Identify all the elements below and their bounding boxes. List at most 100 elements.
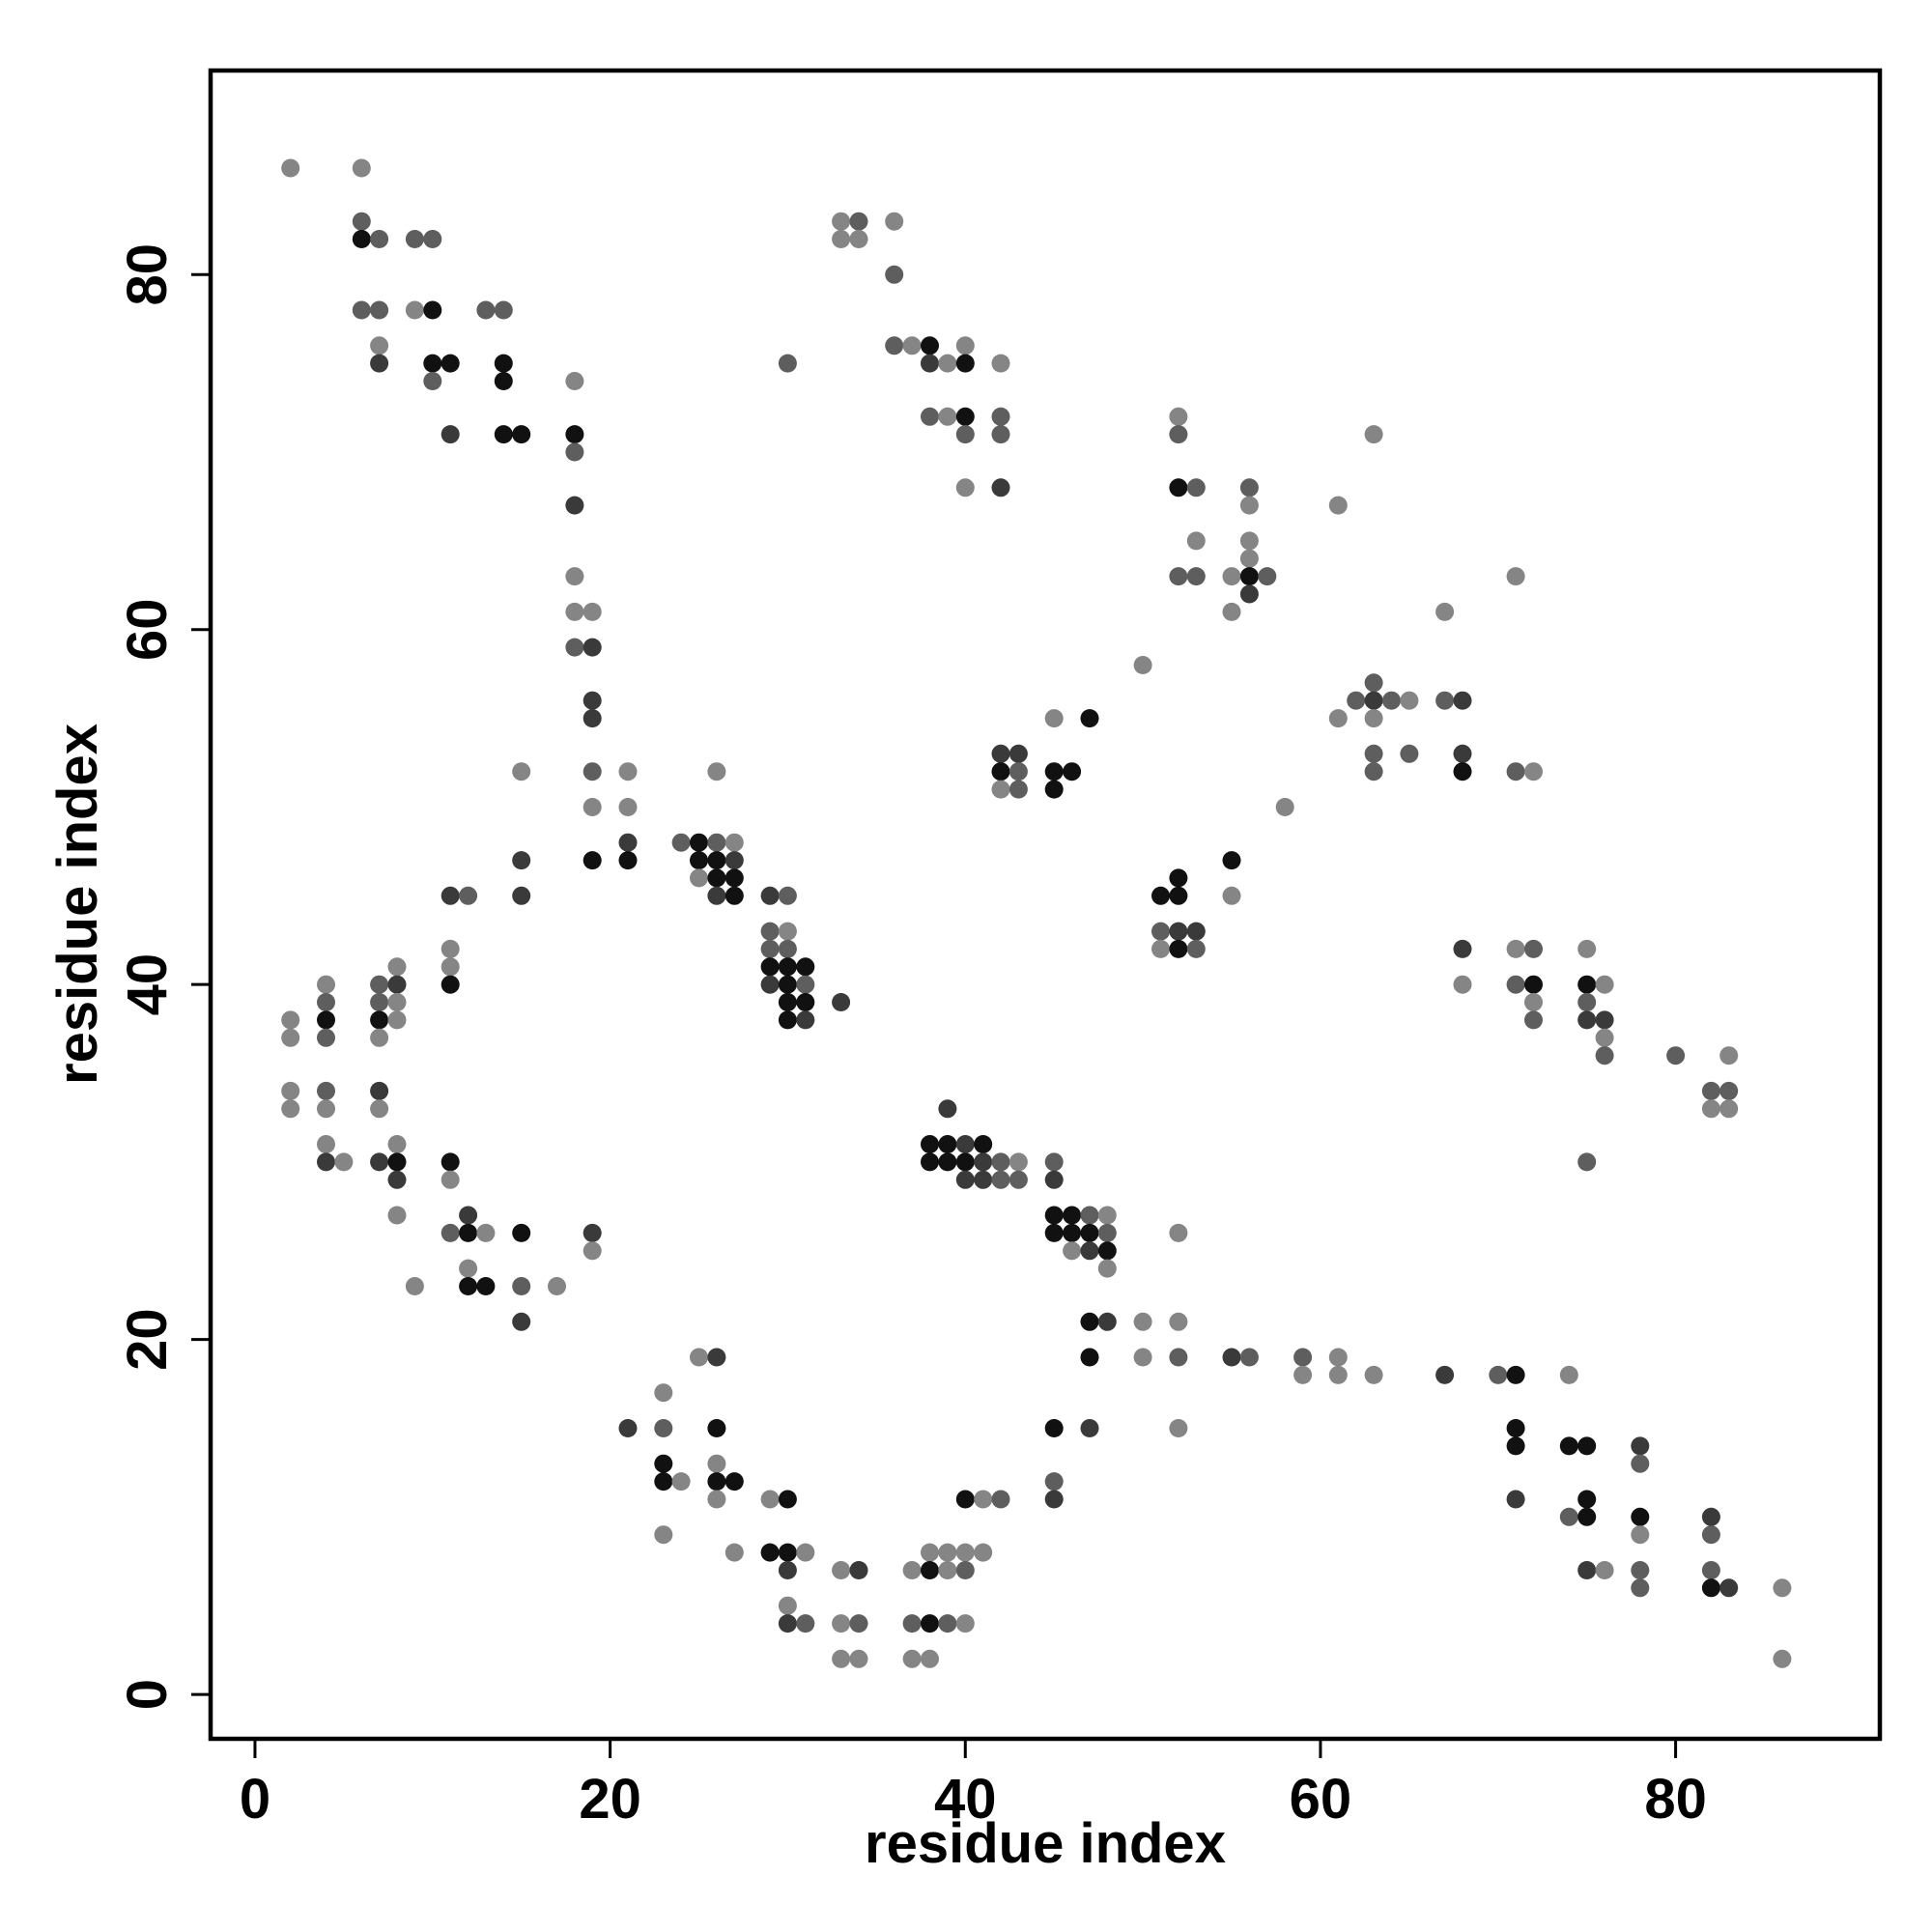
data-point <box>690 1348 708 1367</box>
data-point <box>1435 1365 1455 1384</box>
y-axis: 0 20 40 60 80 <box>116 243 211 1710</box>
data-point <box>582 691 602 710</box>
data-point <box>1577 975 1597 994</box>
data-point <box>832 212 851 231</box>
data-point <box>1328 496 1348 515</box>
data-point <box>991 478 1010 497</box>
x-axis-title: residue index <box>865 1812 1226 1875</box>
data-point <box>582 709 602 728</box>
data-point <box>724 886 744 905</box>
data-point <box>991 780 1010 799</box>
data-point <box>778 1010 797 1030</box>
data-point <box>459 1277 478 1295</box>
data-point <box>778 1490 797 1509</box>
data-point <box>778 939 797 958</box>
data-point <box>1169 1223 1188 1242</box>
x-tick-label: 20 <box>579 1768 641 1831</box>
data-point <box>1169 939 1188 958</box>
data-point <box>778 1543 797 1562</box>
data-point <box>760 1490 780 1509</box>
data-point <box>317 1010 335 1030</box>
data-point <box>1631 1436 1650 1456</box>
data-point <box>1631 1525 1650 1545</box>
data-point <box>1524 1010 1543 1030</box>
data-point <box>1701 1507 1720 1526</box>
data-point <box>352 300 371 320</box>
data-point <box>671 833 691 852</box>
data-point <box>778 354 797 373</box>
data-point <box>1169 922 1188 941</box>
data-point <box>317 975 335 994</box>
data-point <box>1009 1170 1028 1189</box>
data-point <box>440 1152 460 1172</box>
data-point <box>1151 939 1170 958</box>
data-point <box>921 1614 939 1634</box>
data-point <box>1773 1578 1792 1598</box>
data-point <box>796 993 815 1011</box>
data-point <box>387 1135 407 1153</box>
data-point <box>317 1152 335 1172</box>
x-tick-label: 60 <box>1290 1768 1352 1831</box>
data-point <box>1364 425 1383 444</box>
data-point <box>317 1081 335 1100</box>
data-point <box>352 230 371 248</box>
data-point <box>938 1614 957 1634</box>
data-point <box>512 886 531 905</box>
data-point <box>387 975 407 994</box>
data-point <box>1080 1206 1099 1225</box>
data-point <box>618 762 638 781</box>
data-point <box>885 265 904 284</box>
data-point <box>955 1614 975 1634</box>
data-point <box>1595 1028 1614 1047</box>
data-point <box>796 1543 815 1562</box>
data-point <box>565 567 584 586</box>
data-point <box>317 993 335 1011</box>
data-point <box>1347 691 1366 710</box>
data-point <box>1719 1099 1739 1119</box>
data-point <box>885 212 904 231</box>
data-point <box>832 1649 851 1668</box>
data-point <box>955 1561 975 1579</box>
data-point <box>654 1472 673 1492</box>
data-point <box>317 1099 335 1119</box>
data-point <box>778 922 797 941</box>
data-point <box>1453 762 1472 781</box>
data-point <box>387 993 407 1011</box>
data-point <box>671 1472 691 1492</box>
data-point <box>1701 1081 1720 1100</box>
y-tick-label: 60 <box>116 598 179 661</box>
data-point <box>565 442 584 462</box>
data-point <box>707 868 726 888</box>
points-layer <box>281 158 1792 1668</box>
data-point <box>565 496 584 515</box>
data-point <box>1044 1206 1064 1225</box>
data-point <box>1222 851 1241 870</box>
data-point <box>921 1561 939 1579</box>
data-point <box>476 1223 496 1242</box>
data-point <box>1631 1561 1650 1579</box>
data-point <box>1239 549 1259 568</box>
data-point <box>1559 1365 1578 1384</box>
data-point <box>1506 975 1525 994</box>
data-point <box>1009 762 1028 781</box>
data-point <box>921 1649 939 1668</box>
data-point <box>1631 1507 1650 1526</box>
data-point <box>440 425 460 444</box>
data-point <box>832 993 851 1011</box>
data-point <box>512 851 531 870</box>
data-point <box>1169 1348 1188 1367</box>
data-point <box>565 602 584 621</box>
data-point <box>370 354 389 373</box>
plot-frame <box>208 68 1883 1742</box>
data-point <box>281 158 300 178</box>
data-point <box>1151 886 1170 905</box>
x-tick-label: 80 <box>1644 1768 1707 1831</box>
data-point <box>902 1649 922 1668</box>
data-point <box>1400 744 1419 763</box>
data-point <box>1151 922 1170 941</box>
data-point <box>991 1152 1010 1172</box>
data-point <box>387 957 407 977</box>
data-point <box>1063 1206 1082 1225</box>
y-tick-label: 0 <box>116 1679 179 1710</box>
data-point <box>1097 1241 1117 1261</box>
